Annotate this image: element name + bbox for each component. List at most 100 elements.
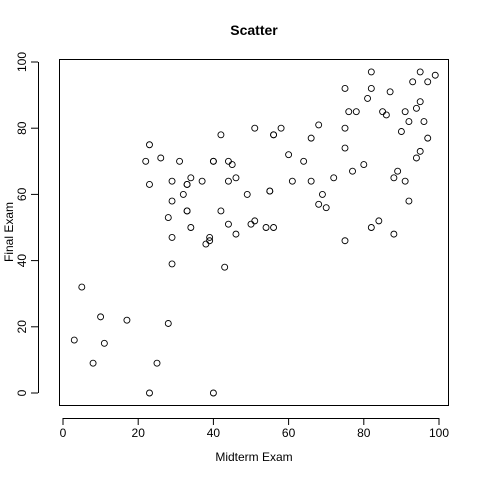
data-point — [179, 190, 187, 198]
data-point — [228, 161, 236, 169]
data-point — [146, 389, 153, 397]
data-point — [217, 131, 225, 139]
data-point — [285, 151, 293, 159]
data-point — [183, 207, 191, 215]
data-point — [322, 204, 330, 212]
data-point — [221, 263, 229, 271]
data-point — [424, 78, 432, 86]
data-point — [198, 177, 206, 185]
data-point — [270, 224, 278, 231]
data-point — [168, 233, 176, 241]
y-tick-label: 0 — [15, 389, 29, 396]
data-point — [209, 157, 217, 165]
data-point — [224, 177, 232, 185]
data-point — [164, 214, 172, 222]
data-point — [206, 233, 214, 241]
data-point — [266, 187, 274, 195]
data-point — [78, 283, 86, 291]
data-point — [352, 108, 360, 116]
data-point — [288, 177, 296, 185]
y-tick-label: 60 — [15, 187, 29, 201]
data-point — [187, 224, 195, 231]
data-point — [142, 157, 150, 165]
data-point — [367, 224, 375, 231]
data-point — [341, 237, 349, 245]
data-point — [401, 108, 409, 116]
data-point — [209, 389, 217, 397]
data-point — [187, 174, 195, 182]
data-point — [153, 359, 161, 367]
data-point — [262, 224, 270, 231]
data-point — [341, 124, 349, 132]
data-point — [70, 336, 78, 344]
data-point — [375, 217, 383, 225]
data-point — [416, 98, 424, 106]
y-axis: 0 20 40 60 80 100 — [15, 52, 39, 396]
data-point — [183, 181, 191, 188]
data-point — [224, 220, 232, 228]
data-point — [345, 108, 353, 116]
data-point — [382, 111, 390, 119]
data-point — [412, 154, 420, 162]
data-point — [397, 128, 405, 135]
data-point — [300, 157, 308, 165]
data-point — [390, 174, 398, 182]
data-point — [424, 134, 432, 142]
y-tick-label: 80 — [15, 121, 29, 135]
data-point — [307, 134, 315, 142]
data-point — [100, 339, 108, 347]
y-axis-label: Final Exam — [2, 202, 16, 262]
data-point — [243, 190, 251, 198]
data-point — [232, 174, 240, 182]
data-point — [367, 85, 375, 92]
data-point — [307, 177, 315, 185]
data-point — [146, 181, 153, 188]
data-point — [416, 68, 424, 76]
x-axis-label: Midterm Exam — [215, 450, 292, 464]
data-point — [224, 157, 232, 165]
y-tick-label: 100 — [15, 52, 29, 72]
data-point — [367, 68, 375, 76]
data-point — [270, 131, 278, 139]
data-point — [146, 141, 153, 149]
data-point — [364, 94, 372, 102]
data-point — [202, 240, 210, 248]
data-point — [251, 217, 259, 225]
data-point — [157, 154, 165, 162]
data-point — [412, 104, 420, 112]
data-point — [232, 230, 240, 238]
data-point — [164, 320, 172, 327]
data-point — [123, 316, 131, 324]
data-point — [277, 124, 285, 132]
data-point — [206, 237, 214, 245]
data-point — [97, 313, 105, 321]
y-tick-label: 40 — [15, 254, 29, 268]
data-point — [416, 147, 424, 155]
data-point — [379, 108, 387, 116]
data-point — [217, 207, 225, 215]
data-points — [70, 68, 439, 397]
data-point — [431, 71, 439, 79]
data-point — [89, 359, 97, 367]
data-point — [341, 144, 349, 152]
data-point — [330, 174, 338, 182]
data-point — [315, 200, 323, 208]
data-point — [401, 177, 409, 185]
x-tick-label: 60 — [282, 426, 296, 440]
x-axis: 0 20 40 60 80 100 — [60, 418, 449, 440]
data-point — [360, 161, 368, 169]
data-point — [251, 124, 259, 132]
y-tick-label: 20 — [15, 320, 29, 334]
data-point — [315, 121, 323, 129]
data-point — [176, 157, 184, 165]
x-tick-label: 100 — [429, 426, 449, 440]
data-point — [405, 118, 413, 126]
data-point — [394, 167, 402, 175]
x-tick-label: 0 — [60, 426, 67, 440]
x-tick-label: 20 — [132, 426, 146, 440]
data-point — [405, 197, 413, 205]
data-point — [341, 85, 349, 92]
chart-title: Scatter — [230, 22, 278, 38]
